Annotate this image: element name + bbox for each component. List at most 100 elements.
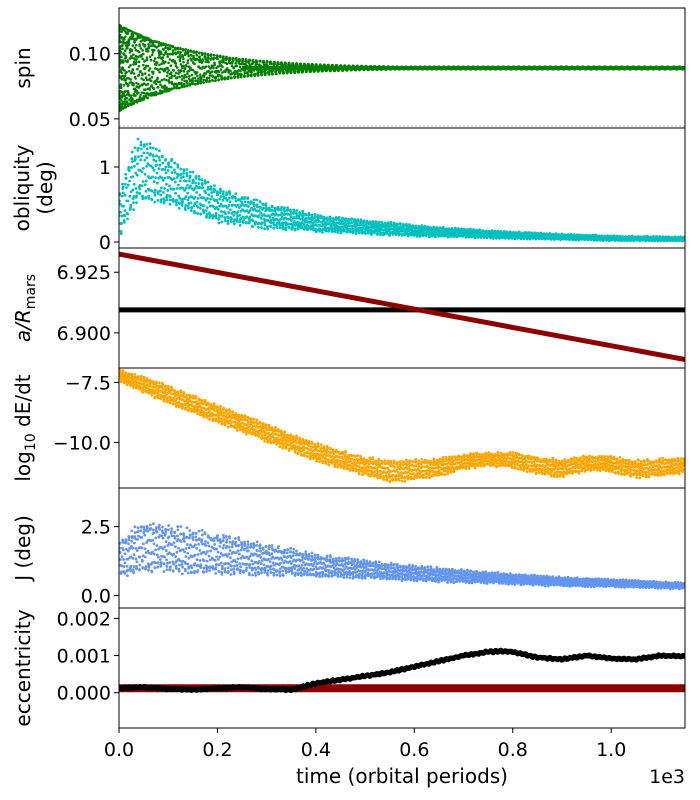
data-point — [228, 192, 232, 196]
data-point — [232, 214, 236, 217]
data-point — [332, 220, 336, 224]
data-point — [208, 74, 212, 77]
data-point — [182, 76, 186, 79]
data-point — [291, 222, 295, 225]
data-point — [315, 228, 319, 232]
data-point — [131, 34, 135, 38]
data-point — [171, 49, 175, 52]
data-point — [233, 72, 237, 76]
data-point — [405, 225, 409, 229]
data-point — [165, 88, 169, 91]
data-point — [425, 233, 429, 236]
data-point — [280, 211, 284, 215]
data-point — [197, 177, 201, 181]
data-point — [246, 196, 250, 200]
data-point — [217, 221, 221, 225]
data-point — [167, 61, 170, 65]
data-point — [156, 199, 160, 202]
data-point — [193, 195, 197, 199]
data-point — [174, 62, 178, 65]
data-point — [137, 91, 140, 95]
data-point — [417, 225, 421, 229]
data-point — [206, 58, 209, 62]
data-point — [278, 226, 282, 230]
data-point — [176, 163, 180, 167]
data-point — [196, 80, 200, 83]
data-point — [215, 205, 218, 209]
data-point — [178, 59, 182, 63]
data-point — [207, 56, 210, 60]
data-point — [179, 46, 182, 50]
data-point — [151, 48, 154, 52]
data-point — [133, 155, 137, 159]
data-point — [175, 66, 179, 69]
data-point — [188, 179, 191, 183]
data-point — [147, 46, 151, 50]
data-point — [306, 224, 310, 228]
data-point — [354, 232, 358, 235]
data-point — [164, 182, 168, 186]
data-point — [174, 191, 178, 195]
data-point — [188, 174, 192, 178]
data-point — [152, 87, 156, 90]
data-point — [167, 161, 171, 165]
data-point — [202, 81, 205, 84]
data-point — [156, 393, 160, 396]
data-point — [280, 61, 284, 65]
data-point — [216, 207, 220, 211]
data-point — [281, 227, 285, 231]
data-point — [139, 69, 142, 73]
data-point — [208, 79, 212, 83]
data-point — [121, 185, 125, 189]
data-point — [159, 189, 162, 193]
data-point — [182, 169, 186, 173]
data-point — [219, 68, 223, 71]
data-point — [144, 72, 147, 75]
data-point — [140, 170, 144, 174]
data-point — [148, 67, 152, 70]
data-point — [119, 51, 123, 54]
data-point — [155, 45, 159, 49]
data-point — [155, 181, 159, 185]
data-point — [166, 189, 170, 192]
data-point — [119, 229, 123, 233]
data-point — [225, 199, 229, 202]
data-point — [204, 65, 208, 68]
data-point — [146, 162, 150, 166]
data-point — [125, 71, 128, 74]
data-point — [446, 235, 450, 239]
data-point — [135, 58, 138, 61]
data-point — [309, 227, 313, 231]
data-point — [157, 56, 160, 59]
data-point — [199, 80, 203, 84]
data-point — [119, 47, 122, 50]
data-point — [133, 46, 137, 50]
data-point — [255, 60, 259, 64]
data-point — [204, 181, 207, 184]
data-point — [142, 166, 145, 170]
data-point — [147, 69, 151, 72]
data-point — [165, 78, 168, 82]
series-a — [119, 251, 685, 362]
data-point — [292, 63, 295, 67]
data-point — [119, 232, 123, 235]
data-point — [381, 222, 384, 226]
data-point — [175, 86, 178, 90]
data-point — [127, 91, 130, 95]
data-point — [142, 375, 146, 379]
data-point — [126, 46, 129, 50]
data-point — [187, 202, 191, 205]
data-point — [278, 222, 282, 226]
data-point — [316, 213, 320, 217]
data-point — [134, 48, 138, 52]
data-point — [141, 73, 144, 77]
data-point — [195, 53, 199, 57]
data-point — [169, 64, 173, 67]
data-point — [137, 50, 141, 54]
data-point — [275, 221, 279, 225]
data-point — [123, 214, 127, 218]
y-tick-label: 6.925 — [57, 262, 111, 284]
data-point — [193, 62, 196, 66]
data-point — [135, 61, 138, 64]
data-point — [251, 219, 255, 222]
